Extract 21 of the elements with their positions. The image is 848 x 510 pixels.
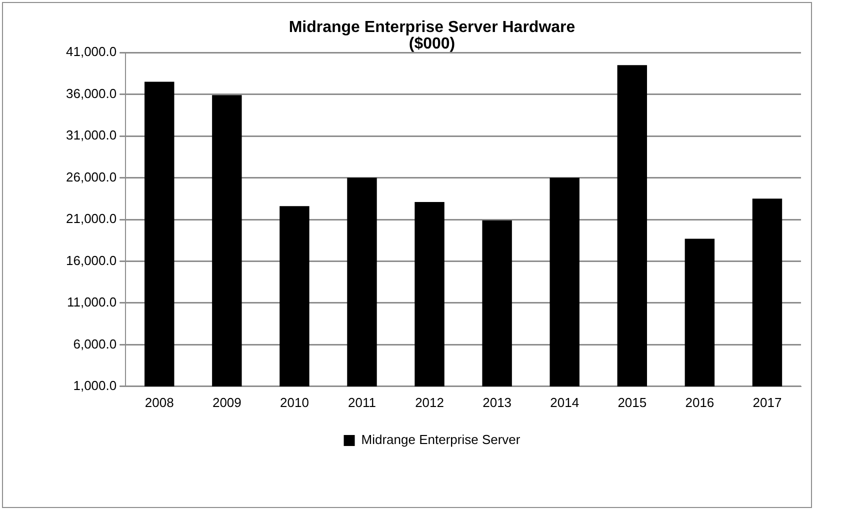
y-tick-label: 16,000.0 (66, 252, 117, 268)
x-tick-label: 2017 (752, 394, 782, 410)
x-tick-label: 2013 (482, 394, 512, 410)
x-tick-label: 2008 (144, 394, 174, 410)
x-tick-label: 2010 (280, 394, 309, 410)
x-tick-label: 2016 (685, 394, 714, 410)
y-tick-label: 41,000.0 (66, 44, 117, 60)
y-tick-label: 6,000.0 (73, 336, 117, 352)
legend-label: Midrange Enterprise Server (361, 432, 521, 448)
y-tick-label: 26,000.0 (66, 169, 117, 184)
y-tick-label: 31,000.0 (66, 128, 117, 143)
y-tick-label: 1,000.0 (73, 378, 117, 393)
x-tick-label: 2011 (348, 394, 376, 410)
y-tick-label: 21,000.0 (66, 211, 117, 226)
chart-title: Midrange Enterprise Server Hardware ($000) (288, 18, 576, 53)
x-tick-label: 2014 (550, 394, 580, 410)
x-tick-label: 2012 (415, 394, 444, 410)
y-tick-label: 36,000.0 (66, 86, 117, 101)
y-tick-label: 11,000.0 (66, 294, 117, 310)
x-tick-label: 2015 (618, 394, 647, 410)
x-tick-label: 2009 (212, 394, 242, 410)
